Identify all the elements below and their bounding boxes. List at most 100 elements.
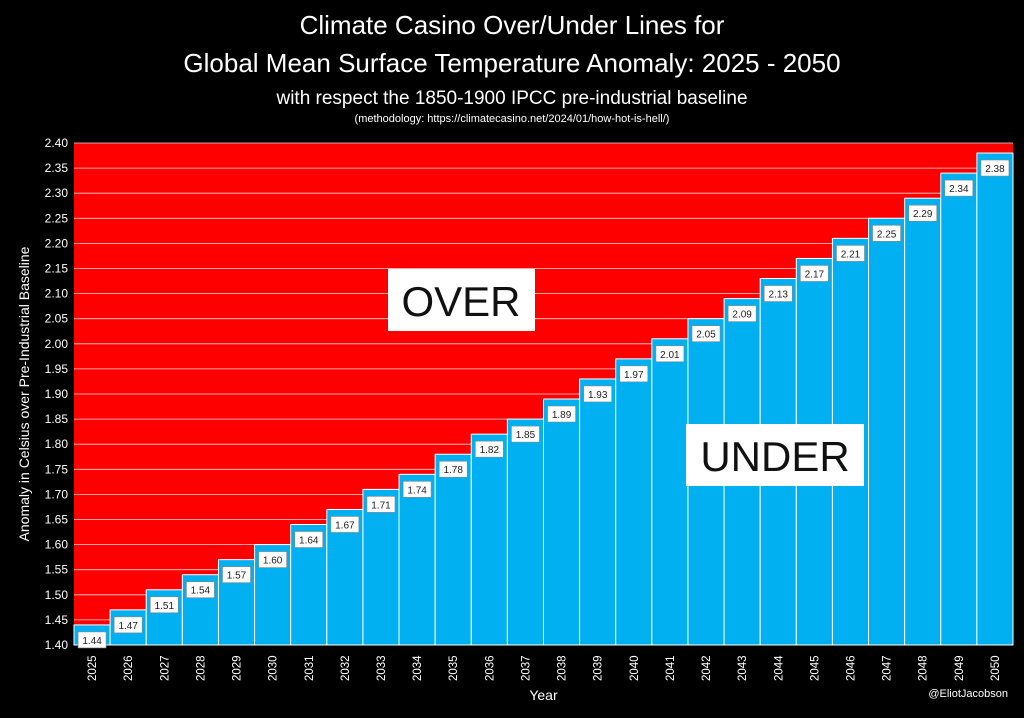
data-label: 1.74 <box>407 485 427 496</box>
data-label-box <box>366 496 396 513</box>
chart-subtitle: with respect the 1850-1900 IPCC pre-indu… <box>276 88 748 109</box>
data-label-box <box>186 581 215 599</box>
data-label-box <box>872 225 901 242</box>
x-tick-label: 2040 <box>629 655 641 681</box>
data-label: 1.67 <box>335 520 355 531</box>
data-label: 1.60 <box>263 556 283 567</box>
data-label-box <box>330 516 360 533</box>
data-label-box <box>547 405 576 423</box>
y-tick-label: 1.60 <box>45 538 69 552</box>
y-tick-label: 1.65 <box>45 513 69 527</box>
chart-title-line2: Global Mean Surface Temperature Anomaly:… <box>183 48 841 78</box>
data-label-box <box>511 425 540 443</box>
x-tick-label: 2030 <box>268 655 280 681</box>
over-annotation-box <box>388 269 535 331</box>
bar-2041 <box>651 338 689 646</box>
y-tick-label: 2.35 <box>45 161 69 175</box>
data-label: 1.82 <box>480 445 500 456</box>
x-tick-label: 2047 <box>882 655 894 681</box>
x-tick-label: 2044 <box>773 655 785 681</box>
data-label: 1.89 <box>552 410 572 421</box>
y-tick-label: 1.95 <box>45 362 69 376</box>
x-tick-label: 2043 <box>737 655 749 681</box>
x-tick-label: 2027 <box>159 655 171 681</box>
y-tick-label: 2.20 <box>45 236 69 250</box>
data-label-box <box>836 245 865 262</box>
data-label-box <box>800 265 829 282</box>
over-annotation: OVER <box>401 278 520 325</box>
x-tick-label: 2048 <box>918 655 930 681</box>
data-label: 1.54 <box>191 586 211 597</box>
x-tick-label: 2033 <box>376 655 388 681</box>
data-label-box <box>77 631 107 649</box>
y-tick-label: 1.55 <box>45 563 69 577</box>
data-label-box <box>727 305 757 322</box>
data-label: 1.85 <box>516 430 536 441</box>
data-label-box <box>222 566 251 583</box>
data-label: 2.25 <box>877 229 897 240</box>
x-tick-label: 2031 <box>304 655 316 681</box>
data-label: 2.09 <box>732 310 752 321</box>
data-label-box <box>475 440 504 458</box>
x-tick-label: 2026 <box>123 655 135 681</box>
data-label-box <box>438 460 468 478</box>
data-label: 2.38 <box>985 164 1005 175</box>
data-label-box <box>402 481 432 498</box>
data-label: 2.13 <box>769 290 789 301</box>
y-tick-label: 1.40 <box>45 638 69 652</box>
y-tick-label: 1.70 <box>45 487 69 501</box>
bar-2049 <box>940 172 978 646</box>
bar-2037 <box>506 418 544 646</box>
y-tick-label: 2.05 <box>45 312 69 326</box>
x-tick-label: 2029 <box>232 655 244 681</box>
y-tick-label: 2.10 <box>45 287 69 301</box>
bar-2040 <box>615 358 653 646</box>
data-label: 2.34 <box>949 184 969 195</box>
y-tick-label: 1.90 <box>45 387 69 401</box>
x-tick-label: 2046 <box>845 655 857 681</box>
data-label: 1.97 <box>624 370 644 381</box>
data-label: 1.64 <box>299 536 319 547</box>
data-label: 2.01 <box>660 350 680 361</box>
data-label: 2.05 <box>696 330 716 341</box>
data-label-box <box>944 179 974 197</box>
under-annotation: UNDER <box>700 433 849 480</box>
data-label-box <box>655 345 685 363</box>
bar-2038 <box>543 398 581 646</box>
data-label: 2.21 <box>841 249 861 260</box>
y-tick-label: 1.75 <box>45 462 69 476</box>
bar-2050 <box>976 152 1014 646</box>
y-tick-label: 2.25 <box>45 211 69 225</box>
data-label-box <box>908 204 938 222</box>
data-label-box <box>619 365 649 383</box>
data-label: 1.47 <box>118 621 138 632</box>
data-label: 1.44 <box>82 636 102 647</box>
y-tick-label: 2.15 <box>45 262 69 276</box>
data-label-box <box>980 159 1010 177</box>
bar-2039 <box>579 378 617 646</box>
y-tick-label: 1.45 <box>45 613 69 627</box>
x-axis-label: Year <box>529 687 558 703</box>
bar-2035 <box>434 453 472 646</box>
x-tick-label: 2050 <box>990 655 1002 681</box>
x-tick-label: 2032 <box>340 655 352 681</box>
data-label: 1.93 <box>588 390 608 401</box>
x-tick-label: 2039 <box>593 655 605 681</box>
y-tick-label: 2.00 <box>45 337 69 351</box>
data-label: 1.78 <box>443 465 463 476</box>
methodology-note: (methodology: https://climatecasino.net/… <box>354 113 670 125</box>
data-label-box <box>258 551 287 568</box>
data-label: 1.57 <box>227 571 247 582</box>
chart-title-line1: Climate Casino Over/Under Lines for <box>299 10 725 40</box>
y-tick-label: 1.85 <box>45 412 69 426</box>
x-tick-label: 2034 <box>412 655 424 681</box>
data-label-box <box>113 616 143 634</box>
y-tick-label: 1.50 <box>45 588 69 602</box>
x-tick-label: 2037 <box>520 655 532 681</box>
bar-2048 <box>904 197 942 646</box>
x-tick-label: 2035 <box>448 655 460 681</box>
x-tick-label: 2038 <box>557 655 569 681</box>
bar-2033 <box>362 488 400 646</box>
bar-2047 <box>868 217 906 646</box>
